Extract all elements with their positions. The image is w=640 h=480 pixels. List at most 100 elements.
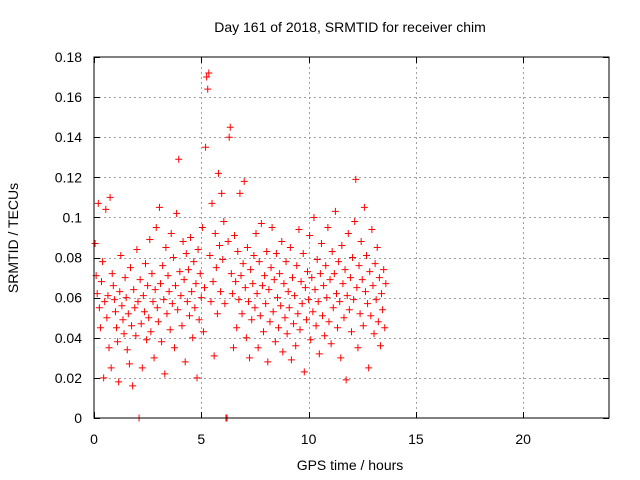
data-point bbox=[152, 223, 160, 231]
data-point bbox=[139, 292, 147, 300]
data-point bbox=[99, 258, 107, 266]
data-point bbox=[300, 368, 308, 376]
data-point bbox=[371, 260, 379, 268]
data-point bbox=[134, 298, 142, 306]
data-point bbox=[340, 314, 348, 322]
data-point bbox=[368, 225, 376, 233]
data-point bbox=[255, 258, 263, 266]
data-point bbox=[190, 258, 198, 266]
data-point bbox=[366, 268, 374, 276]
data-point bbox=[137, 320, 145, 328]
data-point bbox=[277, 302, 285, 310]
data-point bbox=[231, 231, 239, 239]
data-point bbox=[291, 292, 299, 300]
data-point bbox=[360, 203, 368, 211]
data-series-srmtid bbox=[91, 69, 390, 422]
data-point bbox=[113, 324, 121, 332]
data-point bbox=[225, 133, 233, 141]
data-point bbox=[160, 296, 168, 304]
data-point bbox=[91, 240, 99, 248]
data-point bbox=[325, 318, 333, 326]
data-point bbox=[119, 316, 127, 324]
data-point bbox=[184, 266, 192, 274]
data-point bbox=[205, 69, 213, 77]
data-point bbox=[349, 254, 357, 262]
data-point bbox=[115, 378, 123, 386]
data-point bbox=[279, 348, 287, 356]
data-point bbox=[314, 298, 322, 306]
data-point bbox=[193, 374, 201, 382]
data-point bbox=[189, 334, 197, 342]
data-point bbox=[272, 250, 280, 258]
data-point bbox=[306, 231, 314, 239]
data-point bbox=[144, 282, 152, 290]
x-tick-label: 15 bbox=[408, 431, 424, 447]
data-point bbox=[158, 338, 166, 346]
data-point bbox=[121, 274, 129, 282]
data-point bbox=[296, 326, 304, 334]
data-point bbox=[123, 346, 131, 354]
data-point bbox=[329, 304, 337, 312]
data-point bbox=[209, 278, 217, 286]
data-point bbox=[159, 262, 167, 270]
data-point bbox=[202, 143, 210, 151]
data-point bbox=[129, 382, 137, 390]
data-point bbox=[165, 288, 173, 296]
data-point bbox=[182, 250, 190, 258]
data-point bbox=[221, 300, 229, 308]
plot-frame bbox=[93, 56, 610, 419]
data-point bbox=[253, 290, 261, 298]
data-point bbox=[326, 276, 334, 284]
data-point bbox=[304, 268, 312, 276]
y-tick-label: 0.14 bbox=[55, 129, 82, 145]
data-point bbox=[380, 266, 388, 274]
data-point bbox=[328, 248, 336, 256]
data-point bbox=[265, 286, 273, 294]
data-point bbox=[94, 199, 102, 207]
data-point bbox=[219, 256, 227, 264]
data-point bbox=[312, 322, 320, 330]
data-point bbox=[313, 256, 321, 264]
data-point bbox=[177, 292, 185, 300]
data-point bbox=[111, 308, 119, 316]
data-point bbox=[153, 304, 161, 312]
data-point bbox=[220, 217, 228, 225]
data-point bbox=[181, 358, 189, 366]
data-point bbox=[286, 244, 294, 252]
data-point bbox=[271, 338, 279, 346]
data-point bbox=[238, 310, 246, 318]
data-point bbox=[249, 280, 257, 288]
data-point bbox=[315, 350, 323, 358]
data-point bbox=[350, 296, 358, 304]
data-point bbox=[169, 254, 177, 262]
data-point bbox=[118, 302, 126, 310]
data-point bbox=[245, 298, 252, 306]
data-point bbox=[302, 316, 310, 324]
data-point bbox=[309, 308, 317, 316]
data-point bbox=[358, 276, 366, 284]
y-axis-title: SRMTID / TECUs bbox=[5, 183, 21, 293]
data-point bbox=[146, 236, 154, 244]
data-point bbox=[117, 252, 125, 260]
data-point bbox=[267, 264, 275, 272]
data-point bbox=[378, 290, 386, 298]
data-point bbox=[281, 314, 289, 322]
data-point bbox=[241, 284, 249, 292]
data-point bbox=[311, 286, 319, 294]
x-tick-label: 0 bbox=[90, 431, 98, 447]
data-point bbox=[356, 310, 364, 318]
data-point bbox=[130, 286, 138, 294]
data-point bbox=[95, 304, 103, 312]
y-tick-label: 0.06 bbox=[55, 290, 82, 306]
data-point bbox=[353, 284, 361, 292]
data-point bbox=[191, 304, 199, 312]
data-point bbox=[93, 290, 101, 298]
data-point bbox=[183, 298, 191, 306]
data-point bbox=[287, 356, 295, 364]
data-point bbox=[379, 306, 387, 314]
data-point bbox=[335, 258, 343, 266]
data-point bbox=[354, 344, 362, 352]
y-tick-label: 0.1 bbox=[63, 209, 83, 225]
data-point bbox=[339, 280, 347, 288]
